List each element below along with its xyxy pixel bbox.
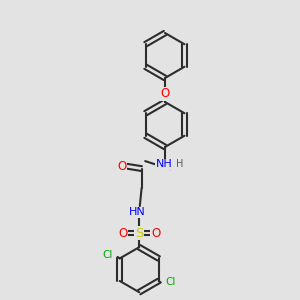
Text: O: O — [118, 226, 127, 240]
Text: HN: HN — [129, 207, 146, 217]
Text: O: O — [117, 160, 126, 173]
Text: H: H — [176, 159, 184, 169]
Text: Cl: Cl — [166, 278, 176, 287]
Text: S: S — [135, 226, 143, 240]
Text: Cl: Cl — [103, 250, 113, 260]
Text: NH: NH — [156, 159, 173, 169]
Text: O: O — [160, 87, 169, 100]
Text: O: O — [151, 226, 160, 240]
